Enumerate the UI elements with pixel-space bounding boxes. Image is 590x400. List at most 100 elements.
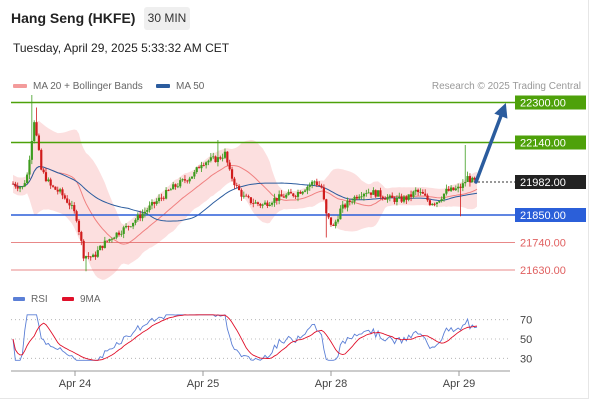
candle-body [212, 156, 215, 158]
candle-body [325, 199, 328, 214]
candle-body [167, 190, 170, 191]
candle-body [360, 196, 363, 198]
candle-body [306, 186, 309, 191]
candle-body [414, 189, 417, 192]
candle-body [153, 202, 156, 204]
candle-body [110, 238, 114, 240]
candle-body [230, 169, 234, 179]
candle-body [398, 196, 401, 198]
rsi-layer: 70 50 30 [11, 314, 532, 365]
candle-body [233, 178, 236, 186]
candle-body [188, 178, 191, 182]
candle-body [18, 187, 22, 189]
candle-body [407, 194, 410, 200]
x-tick-label-apr-28: Apr 28 [315, 378, 347, 390]
candle-body [134, 219, 137, 223]
candle-body [87, 256, 90, 257]
candle-body [362, 193, 366, 197]
forecast-arrow-layer [474, 103, 508, 184]
candle-body [160, 197, 163, 199]
level-label-21630.00: 21630.00 [520, 265, 566, 277]
candle-body [278, 194, 281, 201]
candle-body [379, 190, 382, 197]
candle-body [183, 179, 187, 181]
candle-body [435, 202, 439, 204]
candle-body [381, 196, 384, 199]
candle-body [459, 186, 462, 188]
candle-body [270, 202, 274, 205]
candle-body [235, 185, 238, 186]
candle-body [172, 184, 175, 190]
candle-body [195, 167, 198, 173]
candle-body [63, 195, 66, 199]
candle-body [148, 205, 151, 211]
candle-body [129, 226, 132, 228]
candle-body [346, 200, 349, 208]
candle-body [40, 149, 43, 170]
candle-body [47, 179, 50, 182]
legend-bollinger-swatch [13, 84, 27, 89]
candle-body [115, 232, 118, 238]
rsi-tick-50: 50 [520, 334, 532, 346]
x-axis-layer: Apr 24 Apr 25 Apr 28 Apr 29 [11, 370, 510, 390]
candle-body [136, 214, 139, 220]
candle-body [334, 221, 337, 226]
candle-body [445, 188, 448, 194]
candle-body [428, 200, 431, 205]
candle-body [438, 201, 441, 203]
candle-body [226, 151, 229, 163]
rsi-tick-30: 30 [520, 353, 532, 365]
candle-body [426, 195, 429, 201]
forecast-arrow-head [494, 103, 508, 119]
x-tick-label-apr-25: Apr 25 [187, 378, 219, 390]
candle-body [157, 197, 161, 202]
candle-body [449, 187, 453, 191]
candle-body [376, 190, 380, 197]
candle-body [37, 135, 41, 150]
candle-body [311, 181, 314, 185]
candle-body [28, 159, 31, 175]
candles-layer [11, 95, 479, 272]
legend-rsi: RSI [13, 294, 48, 305]
candle-body [431, 203, 434, 205]
legend-rsi-swatch [13, 297, 25, 302]
candle-body [433, 203, 436, 205]
candle-body [344, 204, 347, 208]
candle-body [473, 177, 476, 180]
candle-body [282, 196, 285, 198]
candle-body [44, 172, 48, 182]
candle-body [75, 211, 78, 221]
candle-body [169, 189, 172, 191]
candle-body [424, 193, 427, 196]
candle-body [143, 211, 146, 214]
candle-body [174, 184, 177, 187]
candle-body [464, 181, 467, 184]
candle-body [263, 202, 267, 205]
candle-body [49, 179, 52, 186]
candle-body [351, 201, 354, 203]
candle-body [56, 189, 59, 192]
candle-body [197, 167, 201, 169]
candle-body [419, 191, 422, 193]
candle-body [301, 191, 304, 194]
candle-body [108, 239, 111, 242]
candle-body [386, 197, 389, 200]
candle-body [320, 185, 323, 188]
candle-body [155, 201, 158, 204]
candle-body [113, 237, 116, 239]
candle-body [395, 197, 399, 202]
candle-body [369, 192, 373, 195]
candle-body [150, 202, 154, 206]
timeframe-badge[interactable]: 30 MIN [144, 7, 190, 30]
level-tag-22140.00 [515, 135, 586, 150]
credit-text: Research © 2025 Trading Central [431, 81, 581, 92]
candle-body [296, 192, 300, 197]
candle-body [190, 176, 194, 179]
rsi-9ma-line [12, 314, 478, 361]
candle-body [14, 183, 17, 187]
candle-body [101, 245, 104, 248]
candle-body [249, 197, 252, 204]
level-label-22300.00: 22300.00 [520, 98, 566, 110]
candle-body [447, 188, 450, 191]
